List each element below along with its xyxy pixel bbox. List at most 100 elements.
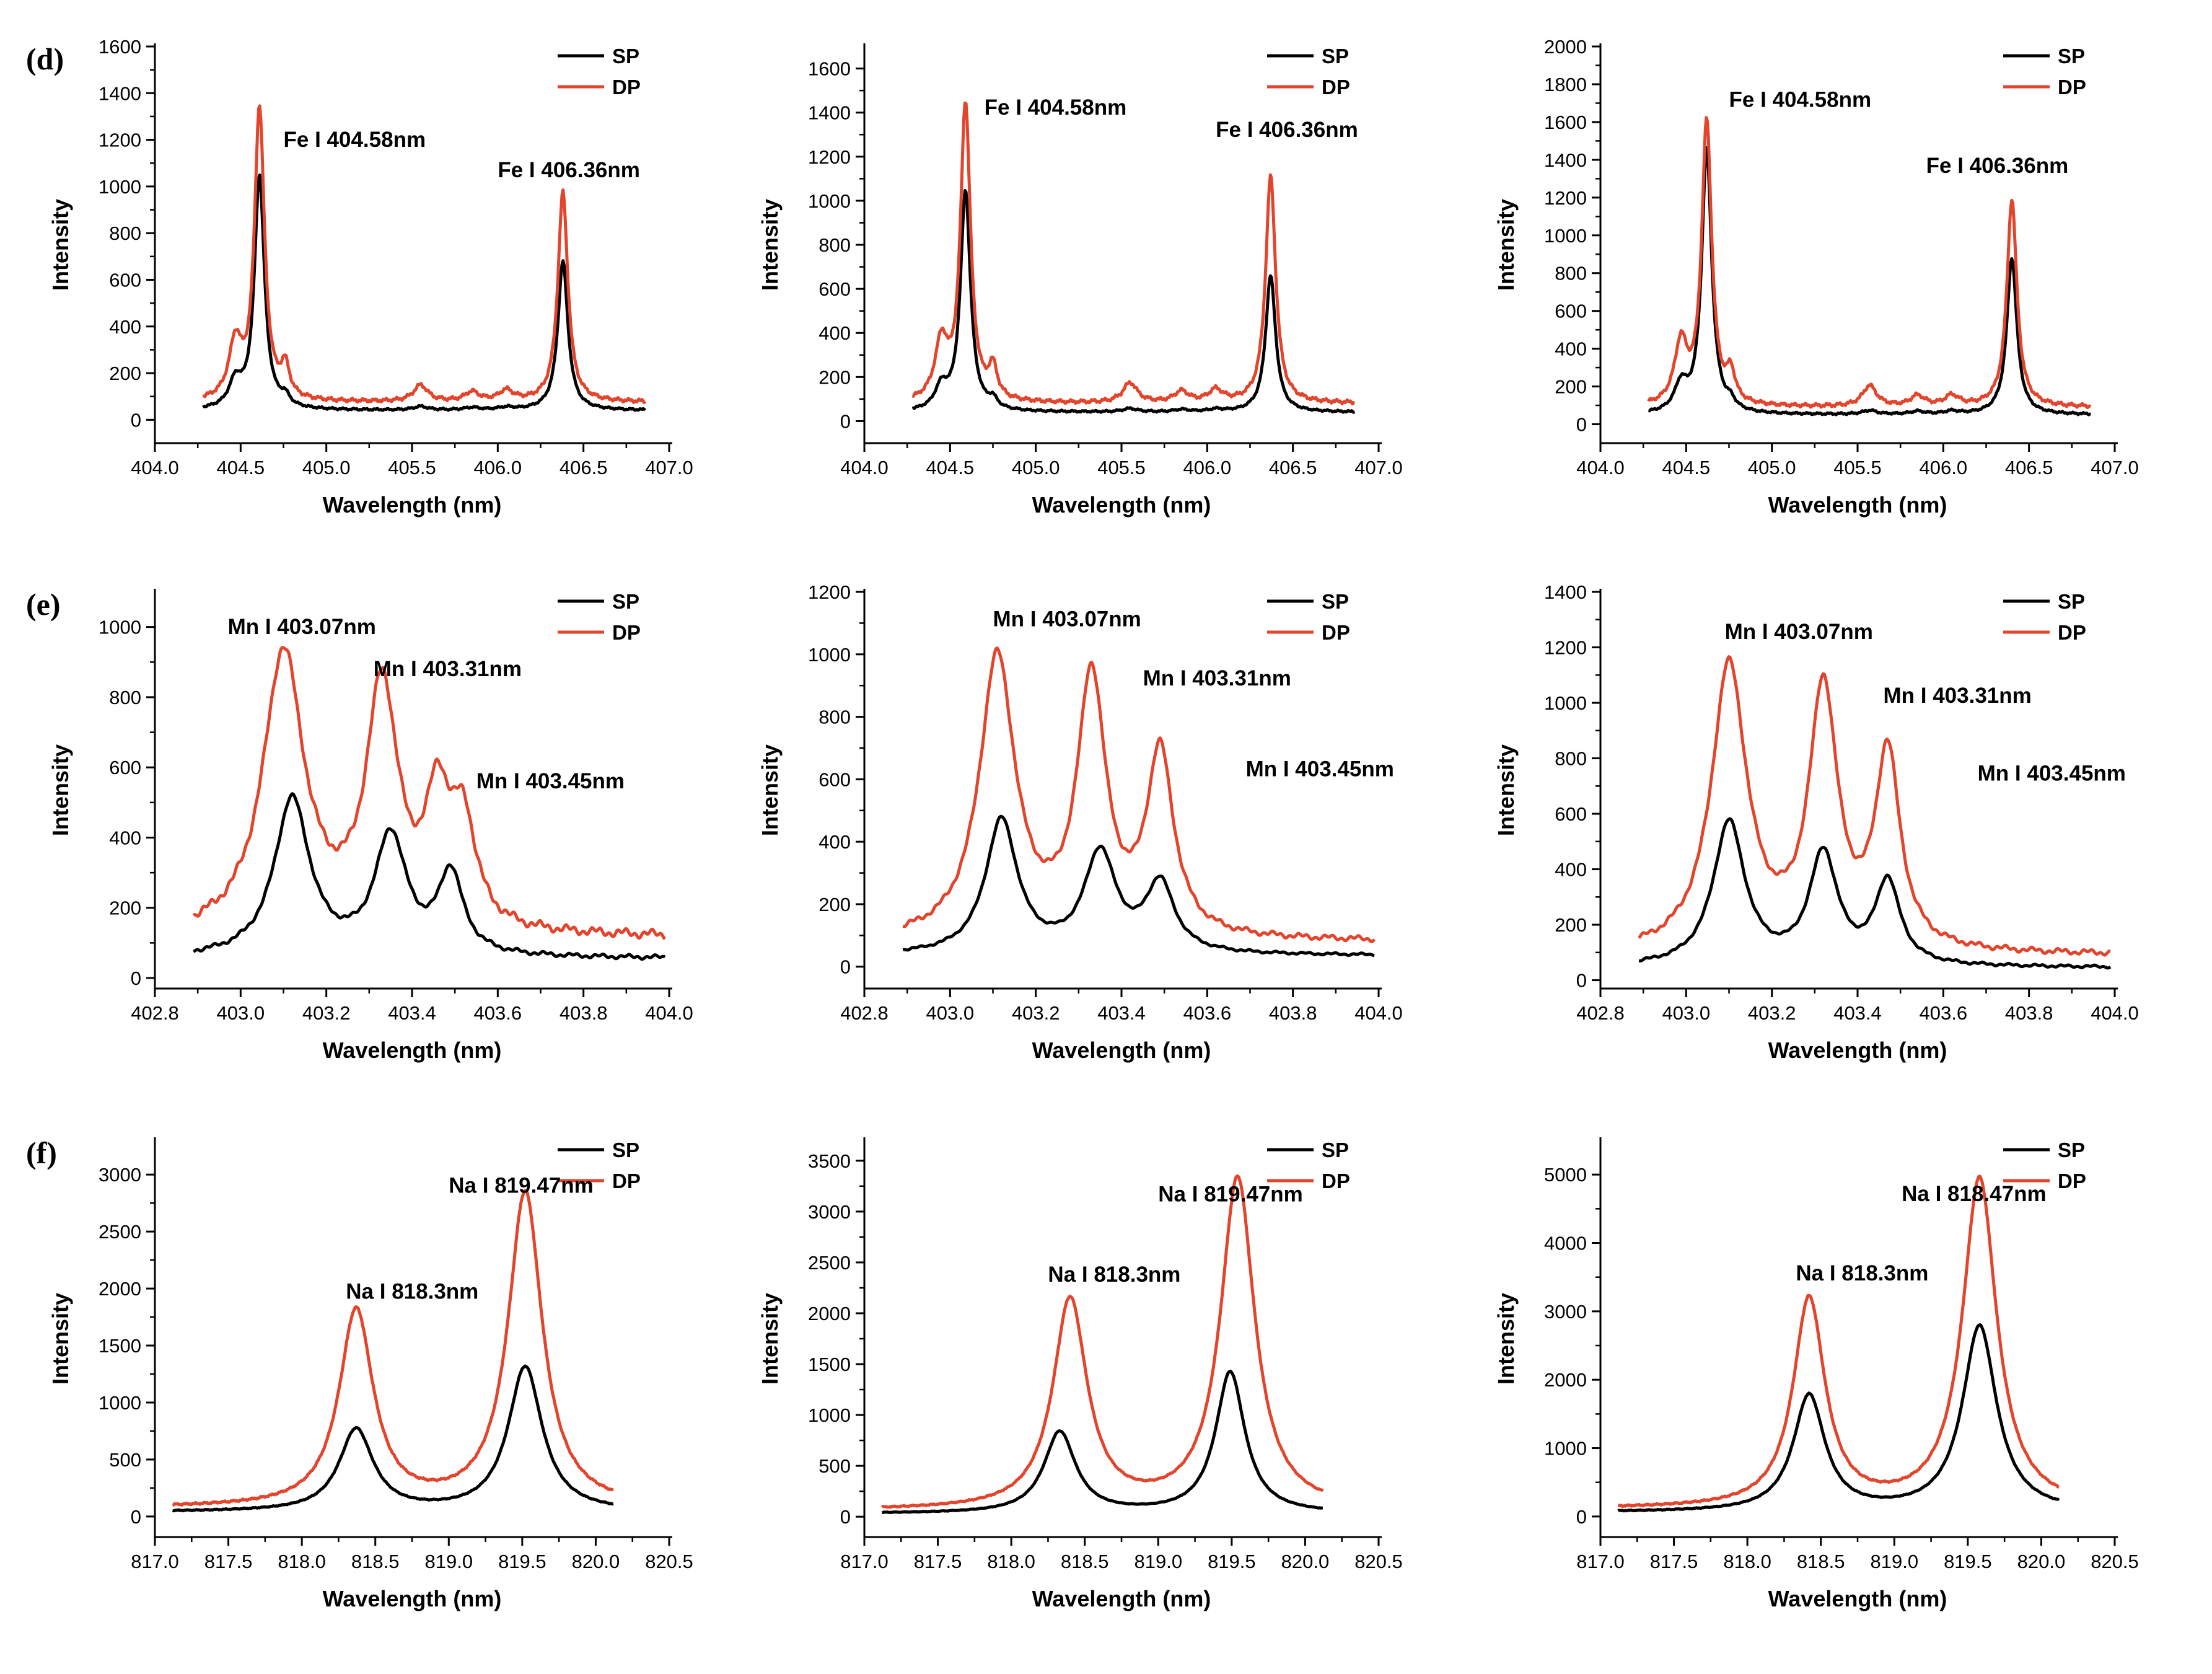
y-tick-label: 1000 — [808, 644, 851, 666]
x-tick-label: 818.0 — [1723, 1551, 1771, 1572]
x-axis-title: Wavelength (nm) — [1032, 1037, 1211, 1063]
y-tick-label: 1800 — [1544, 74, 1587, 95]
x-tick-label: 404.0 — [1354, 1002, 1403, 1024]
y-tick-label: 200 — [819, 366, 851, 388]
y-tick-label: 0 — [840, 410, 851, 432]
y-tick-label: 800 — [109, 222, 141, 244]
y-tick-label: 1400 — [808, 102, 851, 124]
y-tick-label: 400 — [109, 827, 141, 848]
y-axis-title: Intensity — [1493, 744, 1519, 836]
x-tick-label: 404.0 — [1576, 457, 1625, 478]
legend-label: SP — [612, 590, 639, 613]
y-tick-label: 2500 — [808, 1252, 851, 1274]
x-tick-label: 403.0 — [1662, 1002, 1711, 1024]
series-line-dp — [192, 646, 666, 940]
peak-annotation: Na I 819.47nm — [449, 1174, 593, 1198]
y-tick-label: 1500 — [808, 1354, 851, 1375]
y-tick-label: 0 — [1576, 1506, 1587, 1528]
panel-row-label: (f) — [26, 1135, 57, 1170]
series-line-dp — [202, 104, 647, 405]
y-tick-label: 500 — [819, 1455, 851, 1477]
y-tick-label: 800 — [819, 234, 851, 256]
y-axis-title: Intensity — [48, 199, 73, 291]
series-line-dp — [1638, 655, 2111, 957]
y-tick-label: 1200 — [1544, 187, 1587, 209]
y-tick-label: 3000 — [99, 1164, 141, 1186]
x-tick-label: 817.0 — [840, 1551, 889, 1572]
x-tick-label: 403.4 — [1097, 1002, 1146, 1024]
y-tick-label: 400 — [109, 316, 141, 338]
x-tick-label: 405.5 — [1097, 457, 1146, 478]
x-tick-label: 403.2 — [302, 1002, 351, 1024]
x-tick-label: 402.8 — [131, 1002, 179, 1024]
x-tick-label: 406.5 — [560, 457, 608, 478]
y-tick-label: 600 — [819, 769, 851, 790]
x-axis-title: Wavelength (nm) — [1032, 492, 1211, 518]
y-tick-label: 5000 — [1544, 1164, 1587, 1186]
series-line-sp — [1638, 817, 2112, 970]
x-tick-label: 820.0 — [1281, 1551, 1330, 1572]
x-tick-label: 819.5 — [1208, 1551, 1256, 1572]
x-tick-label: 403.6 — [474, 1002, 522, 1024]
series-line-dp — [902, 646, 1376, 943]
peak-annotation: Fe I 404.58nm — [985, 95, 1127, 120]
y-tick-label: 1600 — [808, 58, 851, 80]
peak-annotation: Mn I 403.31nm — [1884, 684, 2032, 708]
legend-label: SP — [2058, 45, 2085, 68]
y-tick-label: 400 — [1555, 859, 1587, 881]
x-tick-label: 405.0 — [1748, 457, 1796, 478]
x-tick-label: 820.0 — [2017, 1551, 2066, 1572]
y-tick-label: 800 — [1555, 263, 1587, 284]
legend-label: SP — [1322, 45, 1349, 68]
y-tick-label: 1000 — [1544, 225, 1587, 247]
chart-panel: 817.0 817.5 818.0 818.5 819.0 819.5 820.0 820.5… — [48, 1137, 693, 1611]
y-tick-label: 400 — [1555, 338, 1587, 360]
y-tick-label: 600 — [1555, 803, 1587, 825]
x-tick-label: 403.6 — [1920, 1002, 1968, 1024]
x-axis-title: Wavelength (nm) — [1768, 492, 1947, 518]
series-line-sp — [902, 814, 1375, 958]
y-tick-label: 0 — [131, 409, 141, 431]
chart-panel: 404.0 404.5 405.0 405.5 406.0 406.5 407.0 0 200 4… — [48, 36, 693, 518]
x-axis-title: Wavelength (nm) — [1768, 1037, 1947, 1063]
y-tick-label: 1600 — [99, 36, 141, 58]
series-line-dp — [1647, 116, 2092, 410]
y-axis-title: Intensity — [48, 744, 73, 836]
y-tick-label: 200 — [819, 894, 851, 915]
x-tick-label: 819.0 — [1134, 1551, 1182, 1572]
series-line-dp — [911, 101, 1356, 406]
peak-annotation: Fe I 406.36nm — [1216, 118, 1358, 142]
legend-label: DP — [1322, 1170, 1350, 1192]
y-tick-label: 1400 — [1544, 149, 1587, 171]
series-line-dp — [172, 1189, 614, 1507]
y-tick-label: 1000 — [1544, 692, 1587, 714]
legend-label: DP — [1322, 621, 1350, 644]
panel-row-label: (e) — [26, 587, 61, 622]
y-tick-label: 1200 — [1544, 637, 1587, 659]
series-line-sp — [1617, 1323, 2060, 1513]
y-tick-label: 1500 — [99, 1335, 141, 1357]
peak-annotation: Mn I 403.31nm — [374, 657, 522, 681]
y-tick-label: 3000 — [1544, 1301, 1587, 1323]
peak-annotation: Mn I 403.45nm — [1978, 761, 2126, 785]
chart-panel: 402.8 403.0 403.2 403.4 403.6 403.8 404.0 0 200 4… — [1493, 581, 2139, 1063]
x-tick-label: 818.5 — [1797, 1551, 1845, 1572]
y-tick-label: 1000 — [99, 1392, 141, 1414]
x-tick-label: 404.5 — [1662, 457, 1711, 478]
peak-annotation: Mn I 403.45nm — [476, 769, 625, 793]
x-axis-title: Wavelength (nm) — [1768, 1586, 1947, 1611]
x-tick-label: 817.0 — [131, 1551, 179, 1572]
y-tick-label: 800 — [109, 687, 141, 708]
y-axis-title: Intensity — [757, 199, 783, 291]
y-tick-label: 600 — [819, 278, 851, 300]
x-tick-label: 406.5 — [1269, 457, 1317, 478]
x-tick-label: 405.5 — [1833, 457, 1882, 478]
y-tick-label: 2000 — [1544, 1369, 1587, 1391]
y-axis-title: Intensity — [757, 1293, 783, 1385]
x-tick-label: 406.0 — [1183, 457, 1232, 478]
x-tick-label: 403.2 — [1748, 1002, 1796, 1024]
x-tick-label: 403.4 — [1833, 1002, 1882, 1024]
x-tick-label: 817.0 — [1576, 1551, 1625, 1572]
x-tick-label: 403.2 — [1012, 1002, 1060, 1024]
